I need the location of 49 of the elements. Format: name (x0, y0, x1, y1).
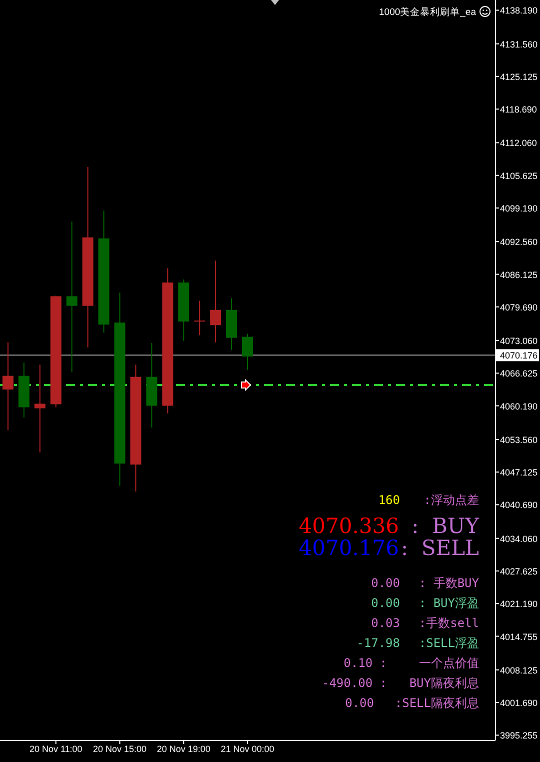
y-tick-label: 4079.690 (500, 302, 538, 312)
annotation: 4070.176 (298, 536, 399, 560)
annotation: -490.00 : (322, 676, 387, 690)
annotation: : BUY (412, 514, 480, 538)
annotation: :SELL隔夜利息 (394, 696, 479, 710)
annotation: 0.03 (371, 616, 400, 630)
y-tick-label: 4092.560 (500, 237, 538, 248)
annotation: 0.00 (345, 696, 374, 710)
y-tick-label: 4066.625 (500, 368, 538, 379)
x-tick-label: 20 Nov 19:00 (156, 744, 210, 754)
y-tick-label: 4125.125 (500, 72, 538, 82)
annotation: :手数sell (418, 616, 479, 630)
annotation: : SELL (400, 536, 480, 560)
y-tick-label: 4014.755 (500, 632, 538, 642)
annotation: 4070.336 (298, 514, 399, 538)
annotation: 0.10 : (344, 656, 387, 670)
x-tick-label: 20 Nov 11:00 (29, 744, 82, 754)
y-tick-label: 3995.255 (500, 730, 538, 741)
y-tick-label: 4021.190 (500, 599, 538, 610)
annotation: :SELL浮盈 (418, 636, 479, 650)
y-tick-label: 4099.190 (500, 204, 538, 214)
y-tick-label: 4001.690 (500, 698, 538, 708)
annotation: : 手数BUY (418, 576, 480, 590)
y-tick-label: 4105.625 (500, 170, 538, 181)
y-tick-label: 4034.060 (500, 534, 538, 544)
annotation: BUY隔夜利息 (409, 676, 479, 690)
annotation: -17.98 (356, 636, 400, 650)
y-tick-label: 4073.060 (500, 336, 538, 346)
y-tick-label: 4008.125 (500, 665, 538, 676)
y-tick-label: 4138.190 (500, 6, 538, 16)
annotation: 一个点价值 (419, 656, 479, 670)
y-tick-label: 4131.560 (500, 39, 538, 50)
y-tick-label: 4086.125 (500, 270, 538, 280)
y-tick-label: 4053.560 (500, 434, 538, 445)
annotation: 0.00 (371, 576, 400, 590)
annotation: 0.00 (371, 596, 400, 610)
annotation: 160 (378, 493, 400, 507)
text: 1000美金暴利刷单_ea (379, 6, 477, 18)
y-tick-label: 4118.690 (500, 104, 537, 115)
x-tick-label: 21 Nov 00:00 (220, 744, 274, 754)
y-tick-label: 4112.060 (500, 138, 537, 148)
y-tick-label: 4047.125 (500, 468, 538, 478)
y-tick-label: 4060.190 (500, 401, 538, 412)
y-tick-label: 4040.690 (500, 500, 538, 510)
ref-line-label: 4070.176 (500, 350, 538, 361)
annotation: : BUY浮盈 (418, 596, 479, 610)
y-tick-label: 4027.625 (500, 566, 538, 576)
annotation: :浮动点差 (424, 493, 479, 507)
x-tick-label: 20 Nov 15:00 (92, 744, 147, 754)
